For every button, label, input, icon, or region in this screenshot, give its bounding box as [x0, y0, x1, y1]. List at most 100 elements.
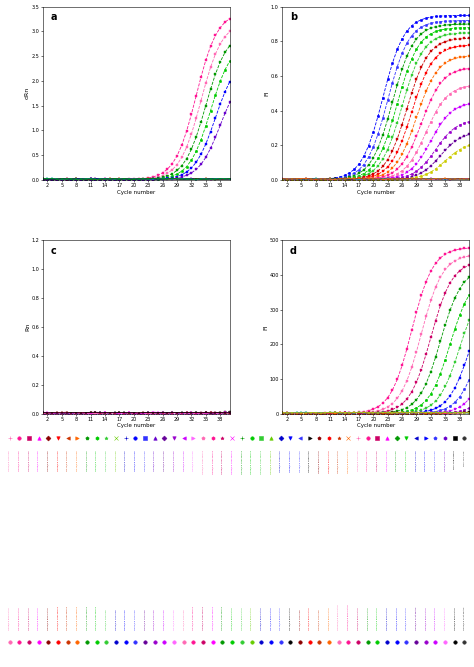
Text: G463/18 Ven-Cy5: G463/18 Ven-Cy5 — [183, 450, 184, 471]
Text: G300/18 CoB-Tamra: G300/18 CoB-Tamra — [212, 606, 214, 630]
Text: G303/18 Ven-Cy5: G303/18 Ven-Cy5 — [106, 450, 107, 471]
Text: G172/18 Boas-FAM: G172/18 Boas-FAM — [280, 608, 282, 630]
Text: G303/18 Ven-Cy5: G303/18 Ven-Cy5 — [125, 610, 127, 630]
Text: G165/18 Boas-FAM: G165/18 Boas-FAM — [251, 608, 252, 630]
Text: G305/18 CoB-Tamra: G305/18 CoB-Tamra — [251, 450, 252, 474]
Text: G406/18 Ven-Cy5: G406/18 Ven-Cy5 — [144, 450, 146, 471]
Text: NTC CoB-Tamra: NTC CoB-Tamra — [454, 450, 455, 469]
Text: G300/18 Ven-Cy5: G300/18 Ven-Cy5 — [86, 450, 88, 471]
X-axis label: Cycle number: Cycle number — [356, 189, 395, 195]
Text: G285/18 CoB-Tamra: G285/18 CoB-Tamra — [202, 606, 204, 630]
Text: G16401/18 Boas-FAM: G16401/18 Boas-FAM — [338, 605, 339, 630]
Text: G402/18 Boas-FAM: G402/18 Boas-FAM — [376, 608, 378, 630]
Text: G302/18 Ven-Cy5: G302/18 Ven-Cy5 — [396, 450, 397, 471]
Text: G350/18 CoB-FAM: G350/18 CoB-FAM — [309, 450, 310, 472]
Text: G405/18 Boas-FAM: G405/18 Boas-FAM — [405, 608, 407, 630]
Text: G277/18 Boas-FAM: G277/18 Boas-FAM — [28, 608, 30, 630]
Text: G288/18 Boas-FAM: G288/18 Boas-FAM — [328, 450, 330, 473]
Text: G420/18 Ven-Cy5: G420/18 Ven-Cy5 — [164, 450, 165, 471]
Text: G303/18 Boas-FAM: G303/18 Boas-FAM — [47, 608, 49, 630]
Text: G293/18 CoB-Tamra: G293/18 CoB-Tamra — [202, 450, 204, 474]
Text: G174/18 Boas-FAM: G174/18 Boas-FAM — [289, 608, 291, 630]
Y-axis label: Rn: Rn — [25, 323, 30, 331]
Text: G404/18 Ven-Cy5: G404/18 Ven-Cy5 — [135, 450, 136, 471]
Text: G168/18 Ven-Cy5: G168/18 Ven-Cy5 — [164, 610, 165, 630]
Text: a: a — [50, 12, 57, 22]
Text: G172/18 Ven-Cy5: G172/18 Ven-Cy5 — [77, 450, 78, 471]
Text: G400/18 Boas-FAM: G400/18 Boas-FAM — [357, 608, 359, 630]
Text: G331/18 Ven-Cy5: G331/18 Ven-Cy5 — [435, 450, 436, 471]
Text: G274/18 CoB-Tamra: G274/18 CoB-Tamra — [193, 606, 194, 630]
Text: G172/18 Ven-Cy5: G172/18 Ven-Cy5 — [183, 610, 184, 630]
Text: G161/18 Ven-Cy5: G161/18 Ven-Cy5 — [144, 610, 146, 630]
Y-axis label: Fl: Fl — [264, 91, 270, 96]
Text: G302/18 Ven-Cy5: G302/18 Ven-Cy5 — [96, 450, 98, 471]
Text: G164/18 Ven-Cy5: G164/18 Ven-Cy5 — [154, 610, 155, 630]
Text: G303/18 Ven-Cy5: G303/18 Ven-Cy5 — [106, 610, 107, 630]
Text: G165/18 Ven-Cy5: G165/18 Ven-Cy5 — [38, 450, 39, 471]
Text: G334/18 Ven-Cy5: G334/18 Ven-Cy5 — [444, 450, 446, 471]
Text: G171/18 Ven-Cy5: G171/18 Ven-Cy5 — [173, 610, 175, 630]
Text: G166/18 Ven-Cy5: G166/18 Ven-Cy5 — [47, 450, 49, 471]
Text: G299/18 CoB-Tamra: G299/18 CoB-Tamra — [231, 450, 233, 474]
Text: G275/18 CoB-Tamra: G275/18 CoB-Tamra — [77, 606, 78, 630]
Text: G338/18 CoB-FAM: G338/18 CoB-FAM — [289, 450, 291, 472]
Text: G168/18 Boas-FAM: G168/18 Boas-FAM — [260, 608, 262, 630]
Text: G353/18 CoB-Tamra: G353/18 CoB-Tamra — [270, 450, 272, 474]
Text: G293/18 Boas-FAM: G293/18 Boas-FAM — [338, 450, 339, 473]
Text: G321/18 Ven-Cy5: G321/18 Ven-Cy5 — [415, 450, 417, 471]
Text: G171/18 Boas-FAM: G171/18 Boas-FAM — [270, 608, 272, 630]
Text: G404/18 Boas-FAM: G404/18 Boas-FAM — [396, 608, 398, 630]
Text: G408/18 Boas-FAM: G408/18 Boas-FAM — [444, 608, 446, 630]
Text: G294/18 Boas-FAM: G294/18 Boas-FAM — [347, 450, 349, 473]
Text: G161/18 CoB-Tamra: G161/18 CoB-Tamra — [222, 606, 223, 630]
Text: d: d — [290, 245, 297, 255]
Text: NTC Ven-Cy5: NTC Ven-Cy5 — [464, 450, 465, 466]
Text: G345/18 CoB-FAM: G345/18 CoB-FAM — [299, 450, 301, 472]
Y-axis label: Fl: Fl — [263, 324, 268, 329]
Y-axis label: dRn: dRn — [25, 87, 30, 99]
Text: G277/18 CoB-Tamra: G277/18 CoB-Tamra — [86, 606, 88, 630]
Text: G302/18 Ven-Cy5: G302/18 Ven-Cy5 — [115, 610, 117, 630]
Text: G300/18 Ven-Cy5: G300/18 Ven-Cy5 — [386, 450, 388, 471]
Text: G322/18 Ven-Cy5: G322/18 Ven-Cy5 — [425, 450, 427, 471]
Text: G297/18 Ven-Cy5: G297/18 Ven-Cy5 — [367, 450, 368, 471]
Text: G161/18 Ven-Cy5: G161/18 Ven-Cy5 — [9, 450, 10, 471]
Text: G353/18 Ven-Cy5: G353/18 Ven-Cy5 — [115, 450, 117, 471]
Text: G302/18 CoB-Tamra: G302/18 CoB-Tamra — [96, 606, 98, 630]
Text: G321/18 Ven-Cy5: G321/18 Ven-Cy5 — [135, 610, 136, 630]
Text: c: c — [50, 245, 56, 255]
Text: G162/18 Ven-Cy5: G162/18 Ven-Cy5 — [18, 450, 20, 471]
Text: G268/18 Boas-FAM: G268/18 Boas-FAM — [9, 608, 10, 630]
Text: G303/18 CoB-Tamra: G303/18 CoB-Tamra — [241, 450, 243, 474]
Text: G168/18 Ven-Cy5: G168/18 Ven-Cy5 — [57, 450, 59, 471]
Text: G273/18 CoB-Tamra: G273/18 CoB-Tamra — [67, 606, 68, 630]
Text: G303/18 Ven-Cy5: G303/18 Ven-Cy5 — [406, 450, 407, 471]
Text: G162/18 Ven-Cy5: G162/18 Ven-Cy5 — [319, 610, 320, 630]
Text: G296/18 Ven-Cy5: G296/18 Ven-Cy5 — [357, 450, 359, 471]
Text: G270/18 Boas-FAM: G270/18 Boas-FAM — [18, 608, 20, 630]
Text: G335/18 CoB-FAM: G335/18 CoB-FAM — [280, 450, 282, 472]
Text: G298/18 Ven-Cy5: G298/18 Ven-Cy5 — [376, 450, 378, 471]
Text: G409/18 Scot-pFAM: G409/18 Scot-pFAM — [464, 607, 465, 630]
X-axis label: Cycle number: Cycle number — [117, 189, 155, 195]
Text: G174/18 Ven-Cy5: G174/18 Ven-Cy5 — [299, 610, 301, 630]
Text: G408/18 Ven-Cy5: G408/18 Ven-Cy5 — [154, 450, 155, 471]
Text: G303/18 CoB-Tamra: G303/18 CoB-Tamra — [57, 606, 59, 630]
Text: G16402/18 Boas-FAM: G16402/18 Boas-FAM — [347, 605, 349, 630]
Text: G409/18 Boas-FAM: G409/18 Boas-FAM — [454, 608, 456, 630]
Text: G173/18 Boas-FAM: G173/18 Boas-FAM — [309, 608, 310, 630]
Text: G298/18 CoB-Tamra: G298/18 CoB-Tamra — [222, 450, 223, 474]
Text: G164/18 Ven-Cy5: G164/18 Ven-Cy5 — [28, 450, 30, 471]
Text: G407/18 Boas-FAM: G407/18 Boas-FAM — [435, 608, 436, 630]
Text: G406/18 Boas-FAM: G406/18 Boas-FAM — [425, 608, 427, 630]
Text: G461/18 Ven-Cy5: G461/18 Ven-Cy5 — [173, 450, 175, 471]
Text: G400/18 Ven-Cy5: G400/18 Ven-Cy5 — [125, 450, 127, 471]
X-axis label: Cycle number: Cycle number — [356, 424, 395, 428]
Text: b: b — [290, 12, 297, 22]
X-axis label: Cycle number: Cycle number — [117, 424, 155, 428]
Text: G401/18 Boas-FAM: G401/18 Boas-FAM — [367, 608, 368, 630]
Text: G163/18 Boas-FAM: G163/18 Boas-FAM — [328, 608, 330, 630]
Text: G302/18 Boas-FAM: G302/18 Boas-FAM — [38, 608, 39, 630]
Text: G162/18 Boas-FAM: G162/18 Boas-FAM — [231, 608, 233, 630]
